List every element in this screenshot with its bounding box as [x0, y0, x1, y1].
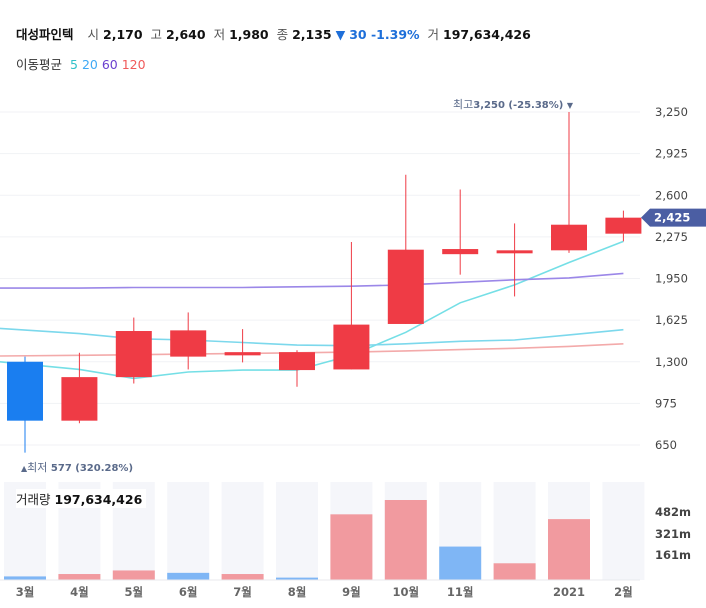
volume-panel-title: 거래량 197,634,426	[16, 489, 147, 508]
volume-bar[interactable]	[384, 500, 427, 580]
moving-average-legend[interactable]: 이동평균 5 20 60 120	[16, 54, 146, 73]
volume-value: 197,634,426	[443, 27, 531, 42]
high-label: 고	[150, 27, 163, 42]
candle-body[interactable]	[7, 361, 43, 421]
x-tick-label: 4월	[70, 585, 89, 599]
x-tick-label: 2021	[553, 585, 585, 599]
candle-body[interactable]	[170, 330, 207, 357]
candle-body[interactable]	[605, 217, 642, 234]
volume-slot	[276, 482, 318, 580]
volume-label: 거	[427, 27, 440, 42]
y-tick-label: 3,250	[655, 105, 688, 119]
max-annotation-value: 3,250 (-25.38%)	[473, 100, 567, 111]
candle-body[interactable]	[442, 249, 479, 255]
x-tick-label: 9월	[342, 585, 361, 599]
x-tick-label: 3월	[16, 585, 35, 599]
ma-legend-title: 이동평균	[16, 57, 63, 72]
volume-slot	[602, 482, 645, 580]
x-tick-label: 8월	[288, 585, 307, 599]
current-price-tag	[641, 208, 706, 227]
volume-bar[interactable]	[276, 577, 318, 580]
candle-body[interactable]	[387, 249, 424, 324]
current-price-label: 2,425	[654, 211, 690, 225]
candle-body[interactable]	[115, 331, 152, 378]
max-annotation-label: 최고	[453, 98, 473, 111]
min-annotation: ▲최저 577 (320.28%)	[21, 461, 133, 474]
y-tick-label: 2,600	[655, 188, 688, 202]
volume-bar[interactable]	[4, 576, 46, 580]
ma-60-label: 60	[101, 57, 118, 72]
y-tick-label: 2,275	[655, 230, 688, 244]
max-annotation: 최고3,250 (-25.38%) ▼	[453, 98, 574, 111]
change-value: 30 -1.39%	[349, 27, 420, 42]
candle-body[interactable]	[333, 324, 370, 370]
high-value: 2,640	[166, 27, 206, 42]
x-tick-label: 7월	[233, 585, 252, 599]
change-down-icon: ▼	[335, 27, 346, 42]
volume-panel-value: 197,634,426	[54, 492, 143, 507]
x-tick-label: 11월	[447, 585, 474, 599]
low-value: 1,980	[229, 27, 269, 42]
x-tick-label: 10월	[393, 585, 420, 599]
y-tick-label: 650	[655, 438, 677, 452]
y-tick-label: 975	[655, 396, 677, 410]
candle-body[interactable]	[279, 352, 315, 371]
min-annotation-value: 577 (320.28%)	[51, 463, 133, 474]
volume-bar[interactable]	[330, 514, 373, 580]
volume-bar[interactable]	[112, 570, 155, 580]
close-value: 2,135	[292, 27, 332, 42]
volume-bar[interactable]	[167, 572, 210, 580]
volume-slot	[167, 482, 210, 580]
low-label: 저	[213, 27, 226, 42]
candle-body[interactable]	[61, 377, 98, 421]
ma-60-line	[0, 272, 624, 289]
min-annotation-label: 최저	[27, 461, 51, 474]
volume-panel-label: 거래량	[16, 492, 51, 507]
x-tick-label: 5월	[125, 585, 144, 599]
y-tick-label: 2,925	[655, 147, 688, 161]
volume-bar[interactable]	[58, 574, 101, 580]
volume-bar[interactable]	[493, 563, 536, 580]
open-value: 2,170	[103, 27, 143, 42]
ma-120-label: 120	[121, 57, 146, 72]
ma-20-label: 20	[81, 57, 98, 72]
open-label: 시	[87, 27, 100, 42]
volume-bar[interactable]	[439, 546, 482, 580]
y-tick-label: 1,950	[655, 272, 688, 286]
stock-name: 대성파인텍	[16, 27, 74, 42]
min-arrow-icon: ▲	[21, 464, 28, 473]
volume-bar[interactable]	[548, 519, 590, 580]
x-tick-label: 6월	[179, 585, 198, 599]
ma-20-line	[0, 327, 624, 347]
y-tick-label: 1,625	[655, 313, 688, 327]
volume-tick-label: 482m	[655, 505, 691, 519]
ma-5-label: 5	[70, 57, 78, 72]
volume-slot	[221, 482, 264, 580]
volume-tick-label: 321m	[655, 527, 691, 541]
candle-body[interactable]	[551, 224, 587, 251]
max-arrow-icon: ▼	[567, 101, 574, 110]
volume-bar[interactable]	[221, 574, 264, 580]
candle-body[interactable]	[224, 352, 261, 356]
x-tick-label: 2월	[614, 585, 633, 599]
volume-tick-label: 161m	[655, 548, 691, 562]
candle-body[interactable]	[496, 250, 533, 254]
stock-header: 대성파인텍 시 2,170 고 2,640 저 1,980 종 2,135 ▼ …	[16, 24, 531, 43]
close-label: 종	[276, 27, 289, 42]
y-tick-label: 1,300	[655, 355, 688, 369]
